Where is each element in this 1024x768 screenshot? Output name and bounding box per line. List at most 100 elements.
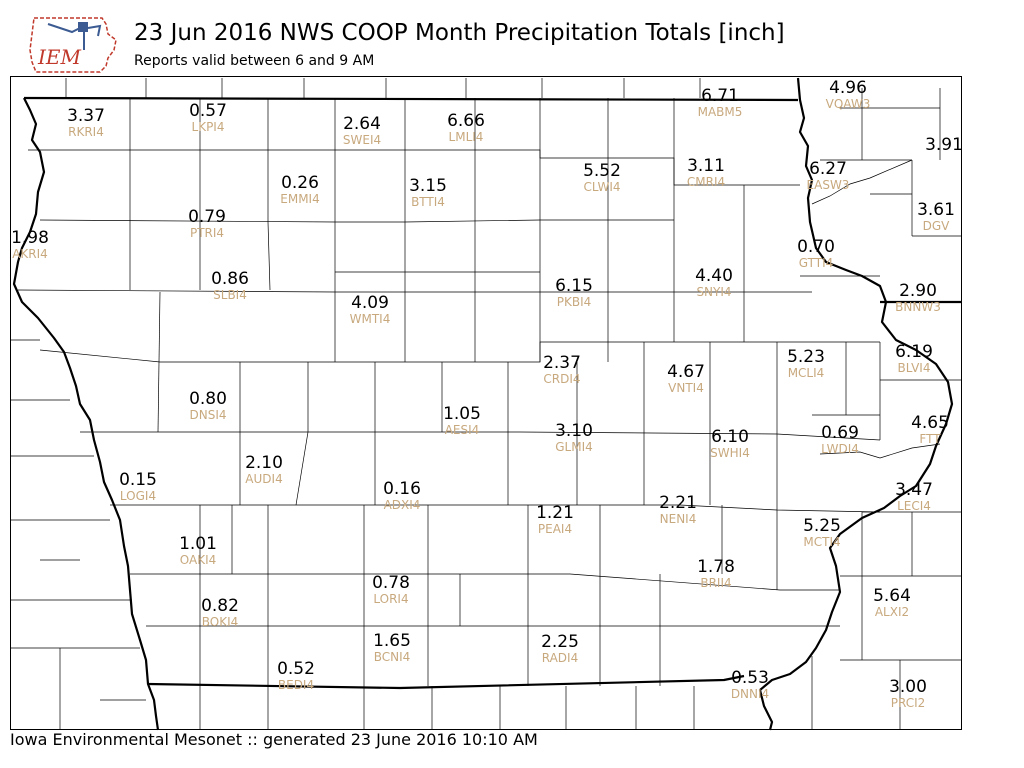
station-id: BOKI4 bbox=[202, 615, 239, 629]
station-value: 3.37 bbox=[67, 106, 105, 126]
station-value: 6.15 bbox=[555, 276, 593, 296]
station-value: 1.05 bbox=[443, 404, 481, 424]
station-id: DNNI4 bbox=[731, 687, 769, 701]
station-id: VNTI4 bbox=[668, 381, 704, 395]
station-value: 5.52 bbox=[583, 161, 621, 181]
station-value: 3.47 bbox=[895, 480, 933, 500]
station-id: PTRI4 bbox=[190, 226, 224, 240]
station-id: FTT bbox=[919, 432, 941, 446]
station-id: SWEI4 bbox=[343, 133, 381, 147]
station-value: 1.65 bbox=[373, 631, 411, 651]
station-id: WMTI4 bbox=[350, 312, 391, 326]
station-value: 2.64 bbox=[343, 114, 381, 134]
station-value: 4.96 bbox=[829, 78, 867, 98]
station-value: 6.71 bbox=[701, 86, 739, 106]
station-value: 0.57 bbox=[189, 101, 227, 121]
station-value: 1.98 bbox=[11, 228, 49, 248]
station-marker: 3.91 bbox=[925, 135, 963, 155]
station-id: BLVI4 bbox=[898, 361, 931, 375]
station-id: RADI4 bbox=[542, 651, 578, 665]
station-value: 6.27 bbox=[809, 159, 847, 179]
station-id: LMLI4 bbox=[449, 130, 484, 144]
station-value: 5.25 bbox=[803, 516, 841, 536]
station-id: AKRI4 bbox=[12, 247, 48, 261]
station-id: SLBI4 bbox=[213, 288, 247, 302]
station-value: 3.11 bbox=[687, 156, 725, 176]
map-title: 23 Jun 2016 NWS COOP Month Precipitation… bbox=[134, 20, 785, 46]
station-id: BCNI4 bbox=[374, 650, 411, 664]
station-id: SWHI4 bbox=[710, 446, 750, 460]
station-value: 3.15 bbox=[409, 176, 447, 196]
station-id: ALXI2 bbox=[875, 605, 909, 619]
station-value: 5.64 bbox=[873, 586, 911, 606]
station-value: 3.61 bbox=[917, 200, 955, 220]
station-id: LOGI4 bbox=[120, 489, 156, 503]
map-subtitle: Reports valid between 6 and 9 AM bbox=[134, 53, 375, 69]
station-value: 4.65 bbox=[911, 413, 949, 433]
station-id: SNYI4 bbox=[696, 285, 731, 299]
station-id: AUDI4 bbox=[245, 472, 282, 486]
station-value: 0.70 bbox=[797, 237, 835, 257]
station-value: 3.00 bbox=[889, 677, 927, 697]
station-value: 0.79 bbox=[188, 207, 226, 227]
station-id: AESI4 bbox=[445, 423, 480, 437]
station-id: NENI4 bbox=[660, 512, 697, 526]
county-lines bbox=[10, 78, 962, 730]
station-value: 2.37 bbox=[543, 353, 581, 373]
station-value: 3.91 bbox=[925, 135, 963, 155]
station-id: EASW3 bbox=[807, 178, 850, 192]
station-id: CMRI4 bbox=[687, 175, 725, 189]
station-value: 2.25 bbox=[541, 632, 579, 652]
station-value: 6.19 bbox=[895, 342, 933, 362]
station-value: 6.66 bbox=[447, 111, 485, 131]
station-id: LKPI4 bbox=[192, 120, 225, 134]
station-value: 1.01 bbox=[179, 534, 217, 554]
station-value: 0.26 bbox=[281, 173, 319, 193]
station-value: 0.16 bbox=[383, 479, 421, 499]
station-value: 2.21 bbox=[659, 493, 697, 513]
station-value: 0.53 bbox=[731, 668, 769, 688]
station-value: 2.90 bbox=[899, 281, 937, 301]
station-id: PKBI4 bbox=[557, 295, 592, 309]
station-id: RKRI4 bbox=[68, 125, 104, 139]
station-value: 3.10 bbox=[555, 421, 593, 441]
station-id: DNSI4 bbox=[189, 408, 226, 422]
station-id: VQAW3 bbox=[826, 97, 871, 111]
station-id: LORI4 bbox=[373, 592, 408, 606]
station-value: 0.80 bbox=[189, 389, 227, 409]
station-id: MABM5 bbox=[698, 105, 743, 119]
station-id: BNNW3 bbox=[895, 300, 941, 314]
station-id: CLWI4 bbox=[583, 180, 620, 194]
station-id: PEAI4 bbox=[538, 522, 572, 536]
station-value: 2.10 bbox=[245, 453, 283, 473]
station-id: CRDI4 bbox=[543, 372, 580, 386]
station-value: 1.21 bbox=[536, 503, 574, 523]
